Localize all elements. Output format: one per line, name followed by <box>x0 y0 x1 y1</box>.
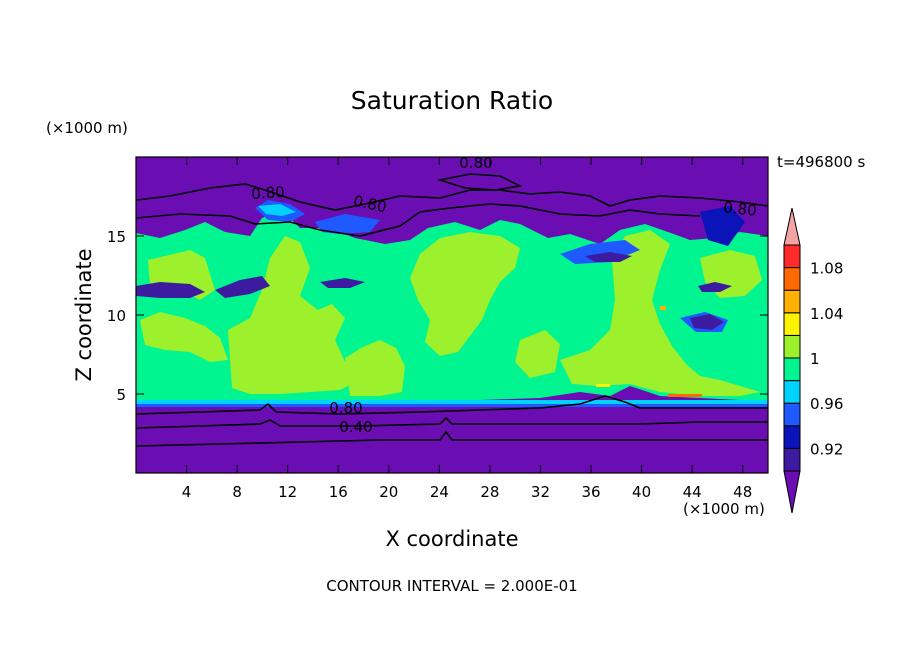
contour-label: 0.80 <box>251 183 286 203</box>
y-axis-units: (×1000 m) <box>46 119 128 137</box>
contour-label: 0.80 <box>722 198 757 219</box>
colorbar-swatch <box>783 380 801 404</box>
contour-line <box>136 416 768 429</box>
dry-pocket <box>136 282 205 298</box>
field-layer <box>136 157 768 473</box>
contour-label: 0.80 <box>459 154 492 172</box>
colorbar-swatch <box>783 312 801 336</box>
x-axis-label: X coordinate <box>385 527 519 551</box>
x-tick-label: 16 <box>329 483 348 501</box>
x-tick-label: 4 <box>182 483 192 501</box>
x-tick-label: 12 <box>278 483 297 501</box>
contour-labels: 0.800.80 0.80 0.800.800.40 <box>251 154 758 436</box>
x-tick-label: 24 <box>430 483 449 501</box>
x-tick-label: 20 <box>379 483 398 501</box>
time-label: t=496800 s <box>777 153 866 171</box>
supersaturated-spot <box>668 394 702 397</box>
colorbar-label: 1.04 <box>810 305 843 323</box>
colorbar-swatch <box>783 244 801 269</box>
saturated-region <box>515 330 560 378</box>
x-tick-label: 44 <box>683 483 702 501</box>
colorbar-label: 0.92 <box>810 440 843 458</box>
contour-interval-note: CONTOUR INTERVAL = 2.000E-01 <box>326 577 578 595</box>
contour-label: 0.40 <box>339 418 372 436</box>
y-tick-label: 10 <box>107 307 126 325</box>
colorbar-swatch <box>783 357 801 382</box>
saturated-region <box>345 340 405 396</box>
colorbar-swatch <box>783 334 801 359</box>
saturated-region <box>140 312 228 362</box>
colorbar-swatch <box>783 447 801 472</box>
colorbar-swatch <box>783 425 801 449</box>
supersaturated-spot <box>596 384 610 387</box>
colorbar-high-arrow <box>783 207 801 246</box>
contour-label: 0.80 <box>329 399 362 417</box>
x-tick-label: 32 <box>531 483 550 501</box>
saturated-region <box>560 230 760 396</box>
dry-pocket <box>215 276 270 298</box>
x-tick-label: 8 <box>232 483 242 501</box>
x-tick-label: 36 <box>581 483 600 501</box>
saturated-region <box>410 232 520 356</box>
colorbar-low-arrow <box>783 470 801 514</box>
colorbar-swatch <box>783 402 801 427</box>
x-tick-label: 48 <box>733 483 752 501</box>
colorbar-swatch <box>783 267 801 291</box>
chart-title: Saturation Ratio <box>350 86 554 115</box>
dry-edge <box>315 214 380 234</box>
saturated-region <box>228 236 372 394</box>
y-tick-label: 15 <box>107 228 126 246</box>
contour-lines <box>136 173 768 447</box>
dry-edge <box>258 204 296 216</box>
dry-pocket <box>320 278 365 288</box>
supersaturated-spot <box>660 306 666 310</box>
contour-line <box>136 183 768 211</box>
colorbar: 1.08 1.04 1 0.96 0.92 <box>783 207 843 514</box>
lower-boundary-strip <box>136 404 768 407</box>
contour-line <box>136 395 768 415</box>
dry-edge <box>700 206 745 246</box>
y-tick-label: 5 <box>116 386 126 404</box>
dry-pocket <box>698 282 732 292</box>
contour-line <box>136 430 768 447</box>
x-tick-label: 28 <box>480 483 499 501</box>
colorbar-label: 1 <box>810 350 820 368</box>
colorbar-label: 0.96 <box>810 395 843 413</box>
x-axis-units: (×1000 m) <box>683 500 765 518</box>
dry-pocket <box>585 252 632 262</box>
colorbar-swatch <box>783 289 801 314</box>
contour-line <box>436 173 523 191</box>
lower-boundary-strip <box>136 400 768 404</box>
x-tick-label: 40 <box>632 483 651 501</box>
colorbar-label: 1.08 <box>810 260 843 278</box>
contour-line <box>136 203 701 237</box>
dry-pocket <box>690 314 724 330</box>
